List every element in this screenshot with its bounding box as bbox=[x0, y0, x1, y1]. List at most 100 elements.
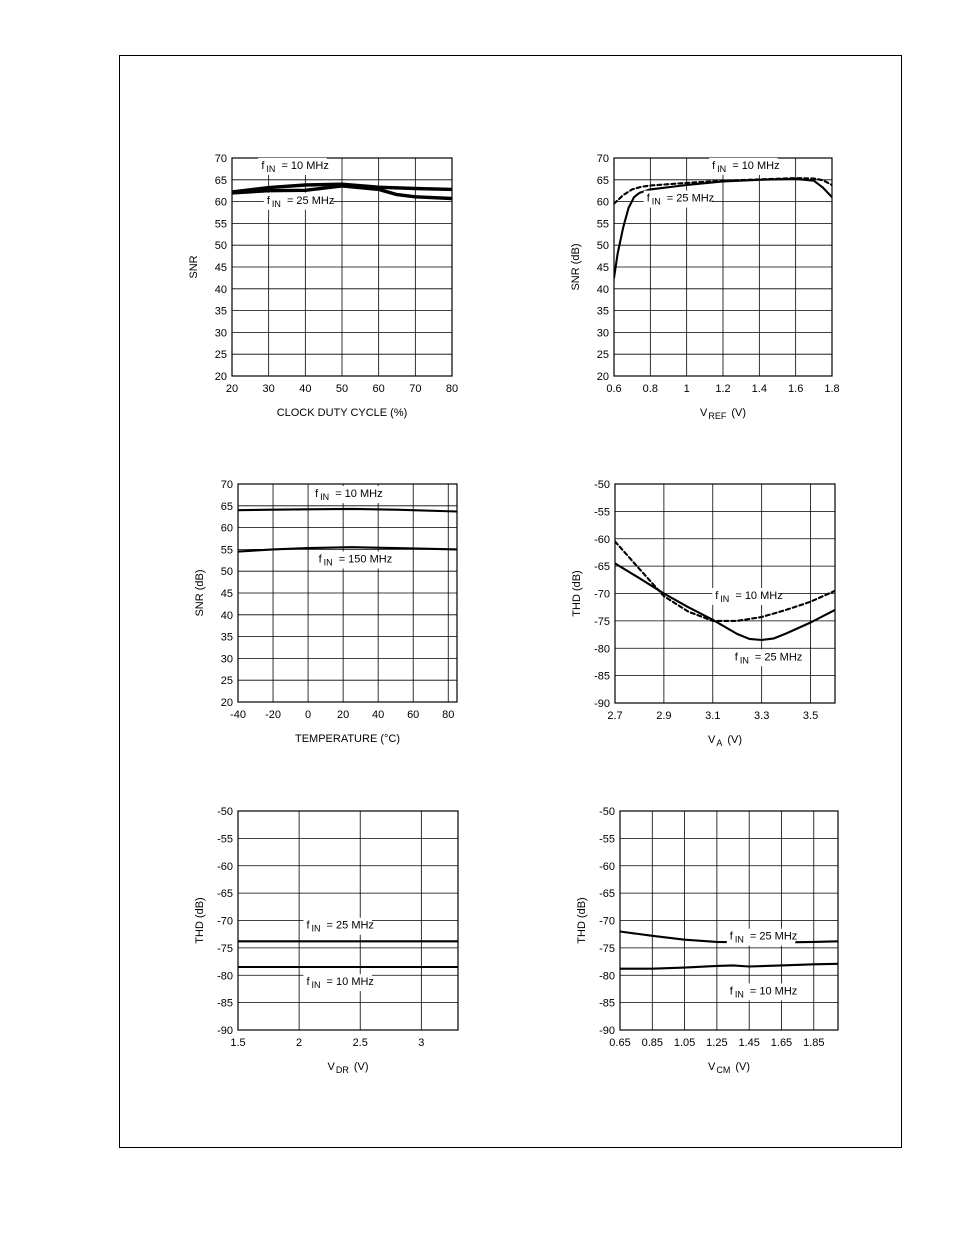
y-tick-label: 55 bbox=[221, 544, 233, 556]
x-axis-label: VCM (V) bbox=[708, 1061, 750, 1075]
y-tick-label: 30 bbox=[221, 653, 233, 665]
y-tick-label: 35 bbox=[221, 632, 233, 644]
svg-text:fIN = 25 MHz: f IN = 25 MHz bbox=[647, 193, 715, 207]
x-tick-label: 0 bbox=[305, 709, 311, 721]
x-tick-label: 40 bbox=[372, 709, 384, 721]
svg-text:fIN = 25 MHz: f IN = 25 MHz bbox=[730, 931, 798, 945]
plot-frame bbox=[231, 157, 453, 377]
x-tick-label: 50 bbox=[336, 383, 348, 395]
x-tick-label: 1.25 bbox=[706, 1037, 727, 1049]
series-annotation: f IN = 25 MHz bbox=[643, 190, 715, 208]
series-annotation: f IN = 10 MHz bbox=[312, 486, 383, 504]
y-axis-label: THD (dB) bbox=[194, 897, 206, 943]
y-axis-label: SNR (dB) bbox=[194, 569, 206, 616]
y-tick-label: 65 bbox=[215, 175, 227, 187]
y-tick-label: -80 bbox=[217, 970, 233, 982]
series-annotation: f IN = 25 MHz bbox=[726, 928, 798, 946]
x-tick-label: 40 bbox=[299, 383, 311, 395]
x-tick-label: 0.85 bbox=[642, 1037, 663, 1049]
y-tick-label: 60 bbox=[597, 197, 609, 209]
y-tick-label: -80 bbox=[594, 643, 610, 655]
x-tick-label: 1.85 bbox=[803, 1037, 824, 1049]
y-tick-label: -70 bbox=[217, 916, 233, 928]
y-tick-label: 25 bbox=[597, 349, 609, 361]
y-tick-label: 35 bbox=[597, 306, 609, 318]
y-tick-label: -85 bbox=[599, 998, 615, 1010]
y-tick-label: -65 bbox=[594, 561, 610, 573]
x-tick-label: 1 bbox=[684, 383, 690, 395]
y-axis-label: SNR bbox=[188, 255, 200, 278]
x-tick-label: 20 bbox=[226, 383, 238, 395]
x-tick-label: -20 bbox=[265, 709, 281, 721]
chart-3: -40 -20 0 20 40 60 80 20 25 30 35 40 45 50 55 60 65 70 f IN… bbox=[194, 479, 458, 745]
series-annotation: f IN = 10 MHz bbox=[303, 974, 374, 992]
y-axis-label: SNR (dB) bbox=[570, 243, 582, 290]
x-tick-label: 20 bbox=[337, 709, 349, 721]
x-tick-label: 3.1 bbox=[705, 710, 720, 722]
x-tick-label: 60 bbox=[407, 709, 419, 721]
y-tick-label: 40 bbox=[215, 284, 227, 296]
y-tick-label: 55 bbox=[597, 218, 609, 230]
y-tick-label: -75 bbox=[599, 943, 615, 955]
series-line-150-mhz bbox=[238, 546, 457, 553]
series-line-10-mhz bbox=[620, 962, 838, 970]
x-axis-label: TEMPERATURE (°C) bbox=[295, 733, 400, 745]
x-tick-label: 2.5 bbox=[353, 1037, 368, 1049]
y-tick-label: -75 bbox=[217, 943, 233, 955]
svg-text:fIN = 25 MHz: f IN = 25 MHz bbox=[306, 920, 374, 934]
y-tick-label: 30 bbox=[215, 327, 227, 339]
y-tick-label: -75 bbox=[594, 616, 610, 628]
series-line-10-mhz bbox=[238, 507, 457, 513]
x-tick-label: 80 bbox=[446, 383, 458, 395]
svg-text:fIN = 10 MHz: f IN = 10 MHz bbox=[261, 160, 329, 174]
y-tick-label: 60 bbox=[215, 197, 227, 209]
series-annotation: f IN = 25 MHz bbox=[731, 649, 802, 667]
y-tick-label: -55 bbox=[599, 833, 615, 845]
series-annotation: f IN = 10 MHz bbox=[709, 157, 780, 175]
plot-frame bbox=[619, 810, 839, 1031]
x-tick-label: 1.4 bbox=[752, 383, 767, 395]
svg-text:fIN = 10 MHz: f IN = 10 MHz bbox=[306, 976, 374, 990]
y-tick-label: -85 bbox=[217, 998, 233, 1010]
x-axis-label: VA (V) bbox=[708, 734, 742, 748]
x-tick-label: 0.65 bbox=[609, 1037, 630, 1049]
y-tick-label: -55 bbox=[217, 833, 233, 845]
x-axis-label: VDR (V) bbox=[327, 1061, 368, 1075]
y-tick-label: -55 bbox=[594, 506, 610, 518]
y-tick-label: 20 bbox=[597, 371, 609, 383]
chart-5: 1.5 2 2.5 3 -90 -85 -80 -75 -70 -65 -60 -55 -50 f IN =… bbox=[194, 806, 459, 1075]
series-annotation: f IN = 150 MHz bbox=[315, 551, 392, 569]
y-tick-label: 25 bbox=[221, 675, 233, 687]
x-tick-label: 60 bbox=[373, 383, 385, 395]
svg-text:fIN = 10 MHz: f IN = 10 MHz bbox=[712, 160, 780, 174]
x-tick-label: -40 bbox=[230, 709, 246, 721]
y-tick-label: -85 bbox=[594, 671, 610, 683]
y-tick-label: 55 bbox=[215, 218, 227, 230]
y-axis-label: THD (dB) bbox=[576, 897, 588, 943]
x-tick-label: 2.7 bbox=[607, 710, 622, 722]
x-axis-label: VREF (V) bbox=[700, 407, 746, 421]
y-tick-label: -50 bbox=[599, 806, 615, 818]
y-tick-label: -50 bbox=[217, 806, 233, 818]
x-tick-label: 3 bbox=[418, 1037, 424, 1049]
y-tick-label: 40 bbox=[597, 284, 609, 296]
x-tick-label: 1.8 bbox=[824, 383, 839, 395]
x-tick-label: 1.45 bbox=[738, 1037, 759, 1049]
series-annotation: f IN = 25 MHz bbox=[263, 192, 334, 210]
chart-1: 20 30 40 50 60 70 80 20 25 30 35 40 45 50 55 60 65 70 f IN … bbox=[188, 153, 458, 419]
plot-frame bbox=[614, 483, 836, 704]
x-tick-label: 1.6 bbox=[788, 383, 803, 395]
x-axis-label: CLOCK DUTY CYCLE (%) bbox=[277, 407, 408, 419]
svg-text:fIN = 10 MHz: f IN = 10 MHz bbox=[315, 488, 383, 502]
x-tick-label: 3.5 bbox=[803, 710, 818, 722]
y-tick-label: -50 bbox=[594, 479, 610, 491]
x-tick-label: 70 bbox=[409, 383, 421, 395]
y-tick-label: 45 bbox=[221, 588, 233, 600]
x-tick-label: 1.65 bbox=[771, 1037, 792, 1049]
x-tick-label: 0.8 bbox=[643, 383, 658, 395]
chart-6: 0.65 0.85 1.05 1.25 1.45 1.65 1.85 -90 -85 -80 -75… bbox=[576, 806, 839, 1075]
y-tick-label: 25 bbox=[215, 349, 227, 361]
y-tick-label: -70 bbox=[594, 589, 610, 601]
y-tick-label: 40 bbox=[221, 610, 233, 622]
